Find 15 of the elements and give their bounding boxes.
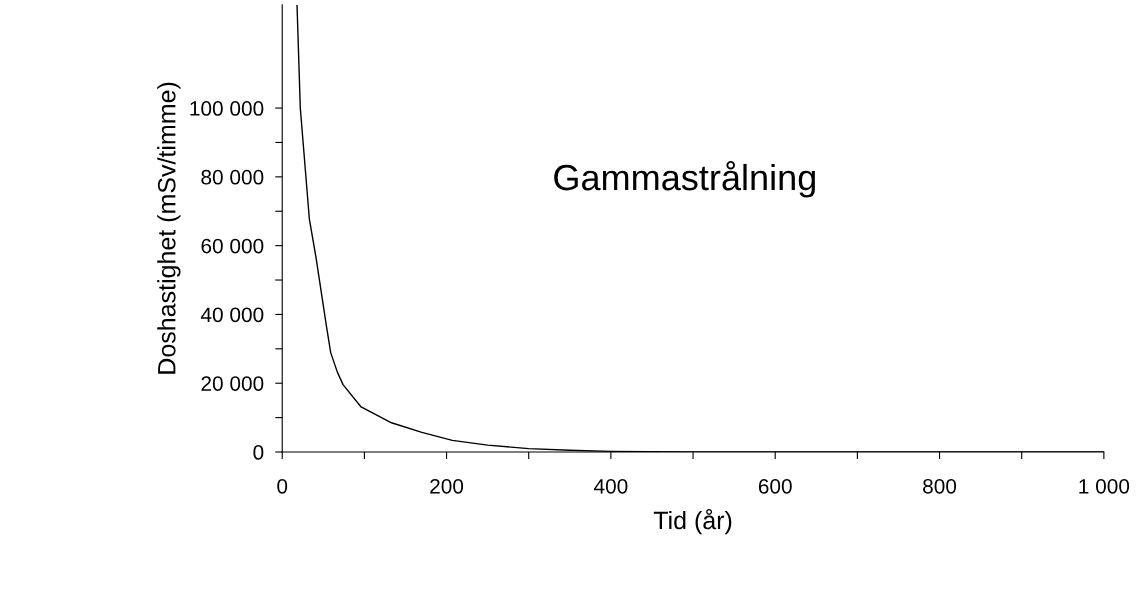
- x-axis-title: Tid (år): [653, 508, 732, 535]
- y-axis-title: Doshastighet (mSv/timme): [157, 82, 181, 374]
- y-tick-label: 20 000: [201, 376, 264, 391]
- y-tick-label: 40 000: [200, 307, 264, 323]
- y-tick-label: 60 000: [201, 238, 264, 254]
- y-tick-label: 100 000: [190, 101, 264, 116]
- x-tick-label: 0: [277, 478, 288, 494]
- x-tick-label: 1 000: [1079, 478, 1130, 494]
- x-tick-label: 200: [430, 478, 464, 494]
- x-tick-label: 800: [923, 478, 957, 494]
- x-tick-label: 600: [758, 478, 792, 494]
- y-tick-label: 80 000: [201, 169, 264, 185]
- annotation: Gammastrålning: [554, 160, 815, 198]
- x-tick-label: 400: [593, 478, 628, 494]
- y-tick-label: 0: [253, 445, 264, 460]
